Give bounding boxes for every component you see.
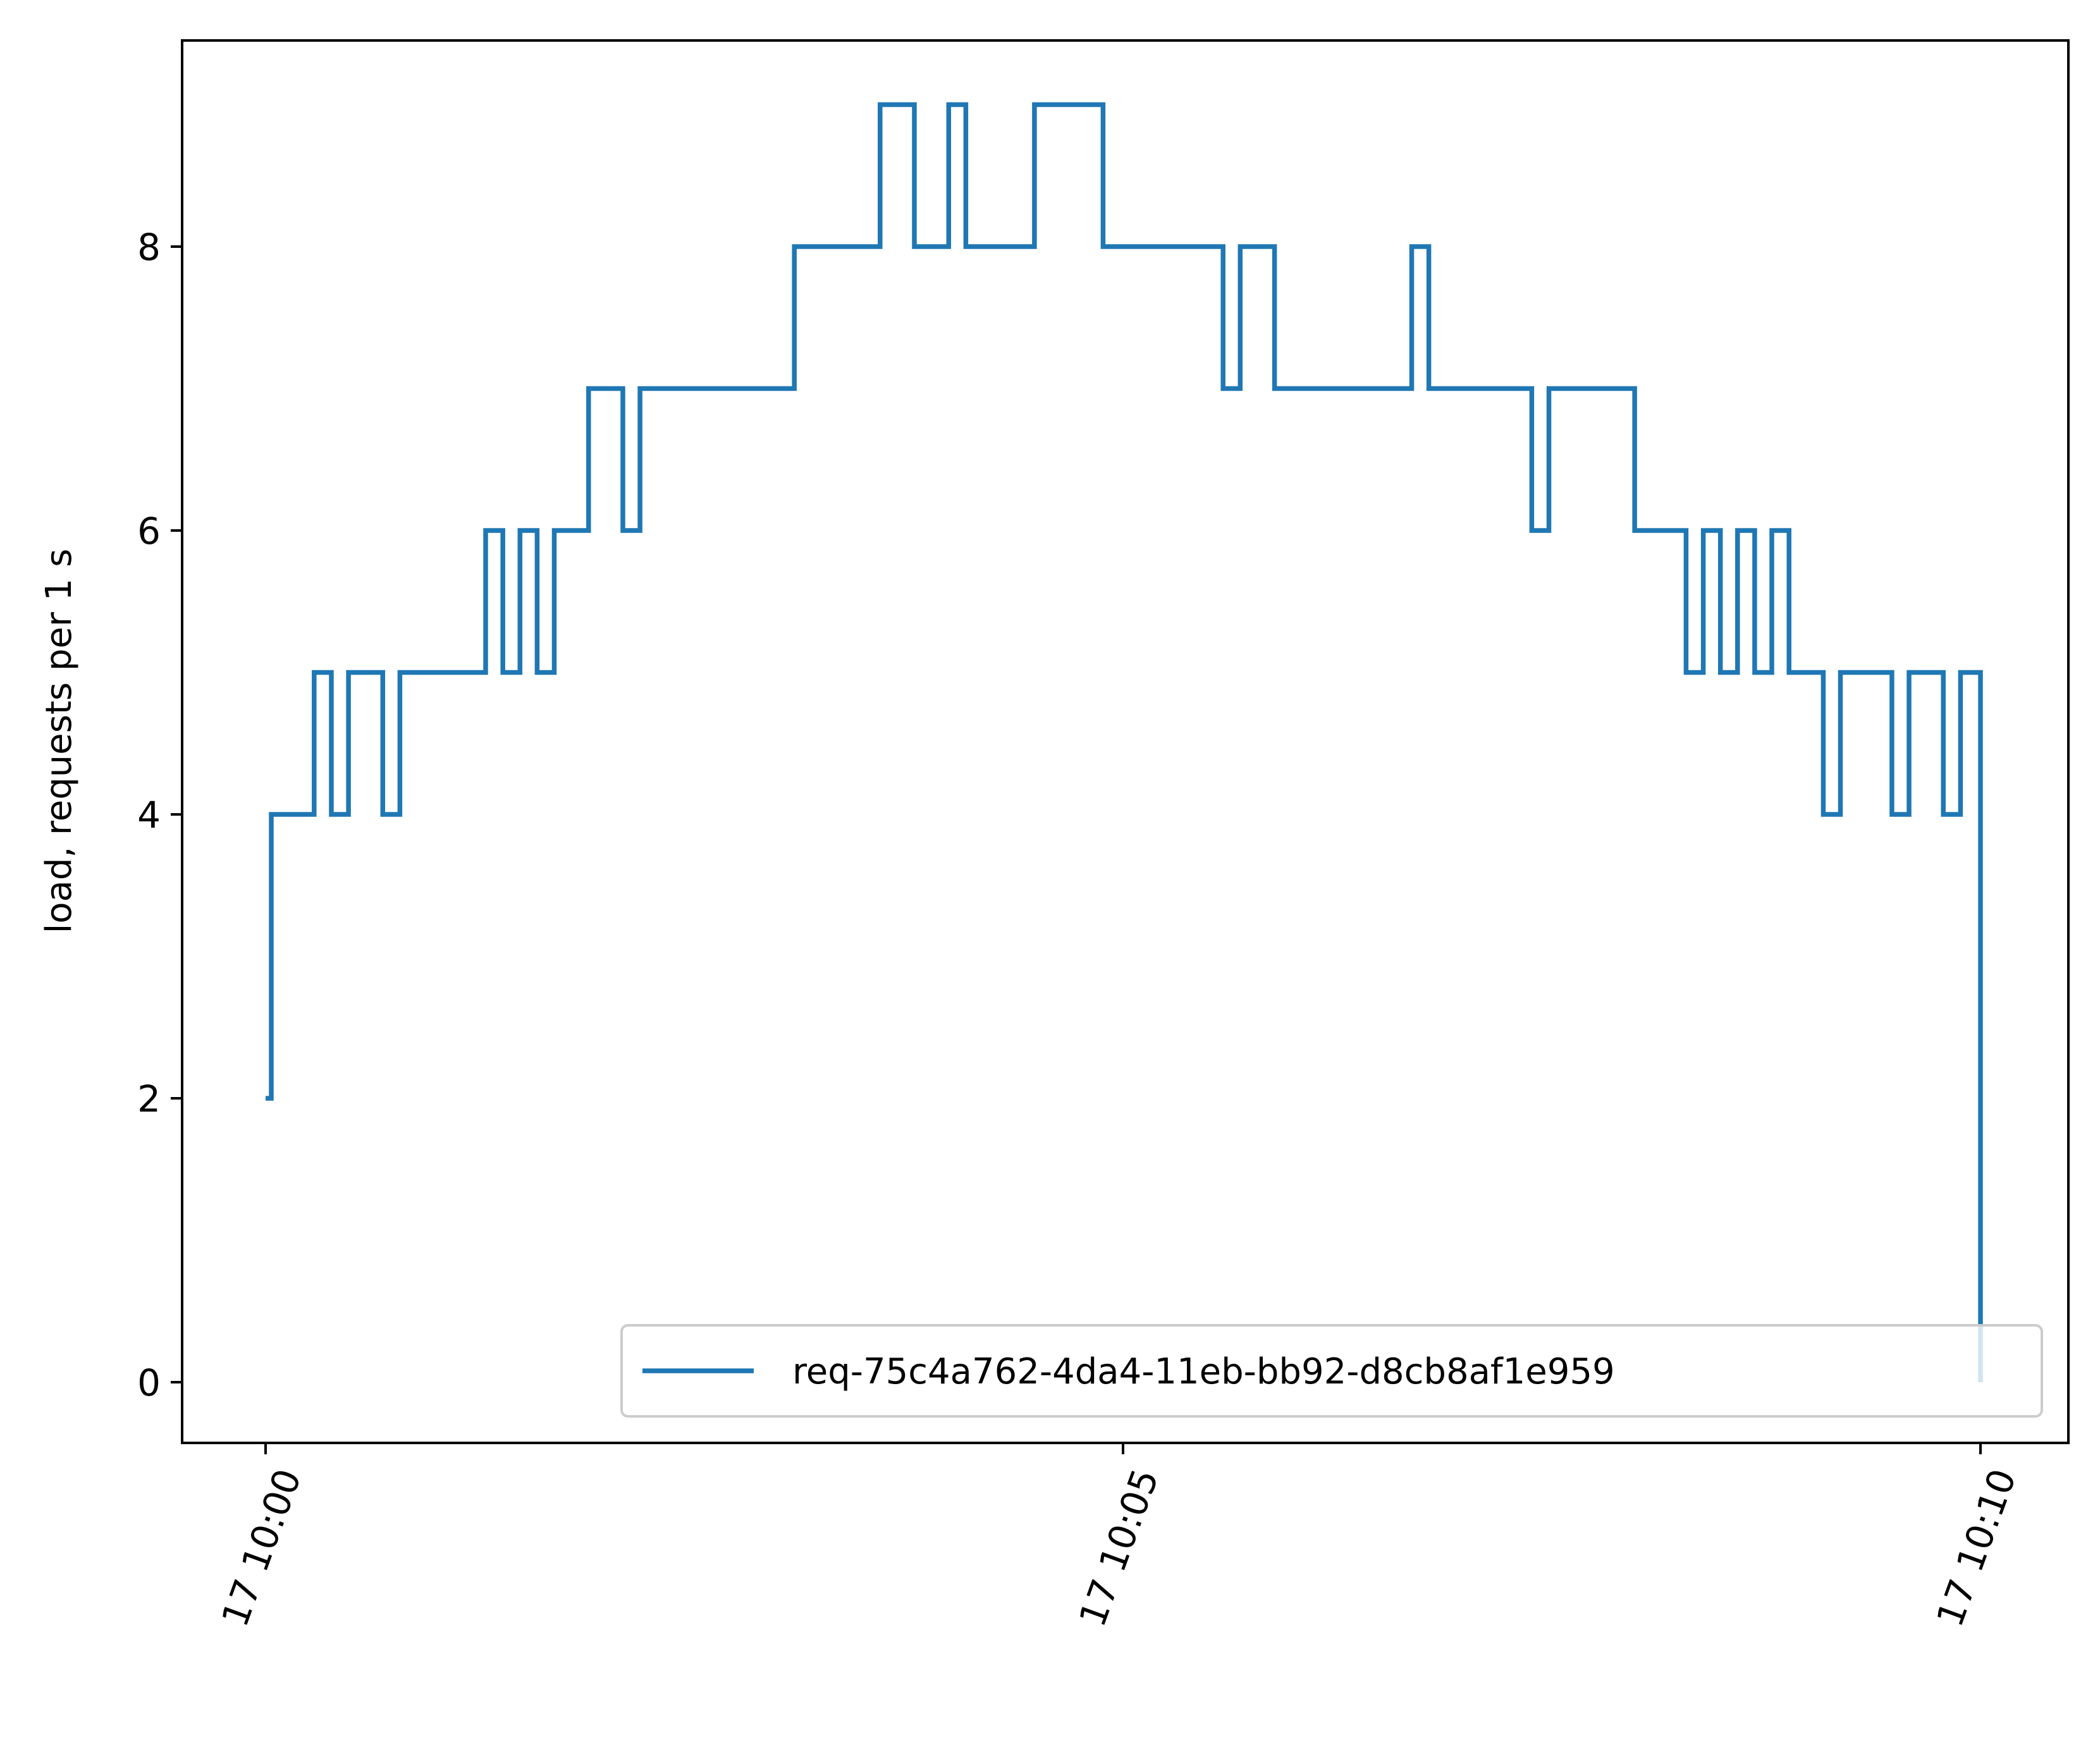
y-tick-label-8: 8 xyxy=(137,226,161,269)
y-tick-label-6: 6 xyxy=(137,510,161,553)
y-tick-label-4: 4 xyxy=(137,794,161,837)
legend-box xyxy=(620,1324,2043,1418)
y-tick-label-2: 2 xyxy=(137,1077,161,1120)
legend-series-label: req-75c4a762-4da4-11eb-bb92-d8cb8af1e959 xyxy=(792,1351,1615,1392)
plot-frame xyxy=(181,39,2070,1444)
y-tick-label-0: 0 xyxy=(137,1361,161,1404)
y-axis-label: load, requests per 1 s xyxy=(39,549,80,934)
series-line-0 xyxy=(266,102,1983,1382)
legend: req-75c4a762-4da4-11eb-bb92-d8cb8af1e959 xyxy=(620,1324,2043,1418)
plot-area xyxy=(266,102,1983,1382)
